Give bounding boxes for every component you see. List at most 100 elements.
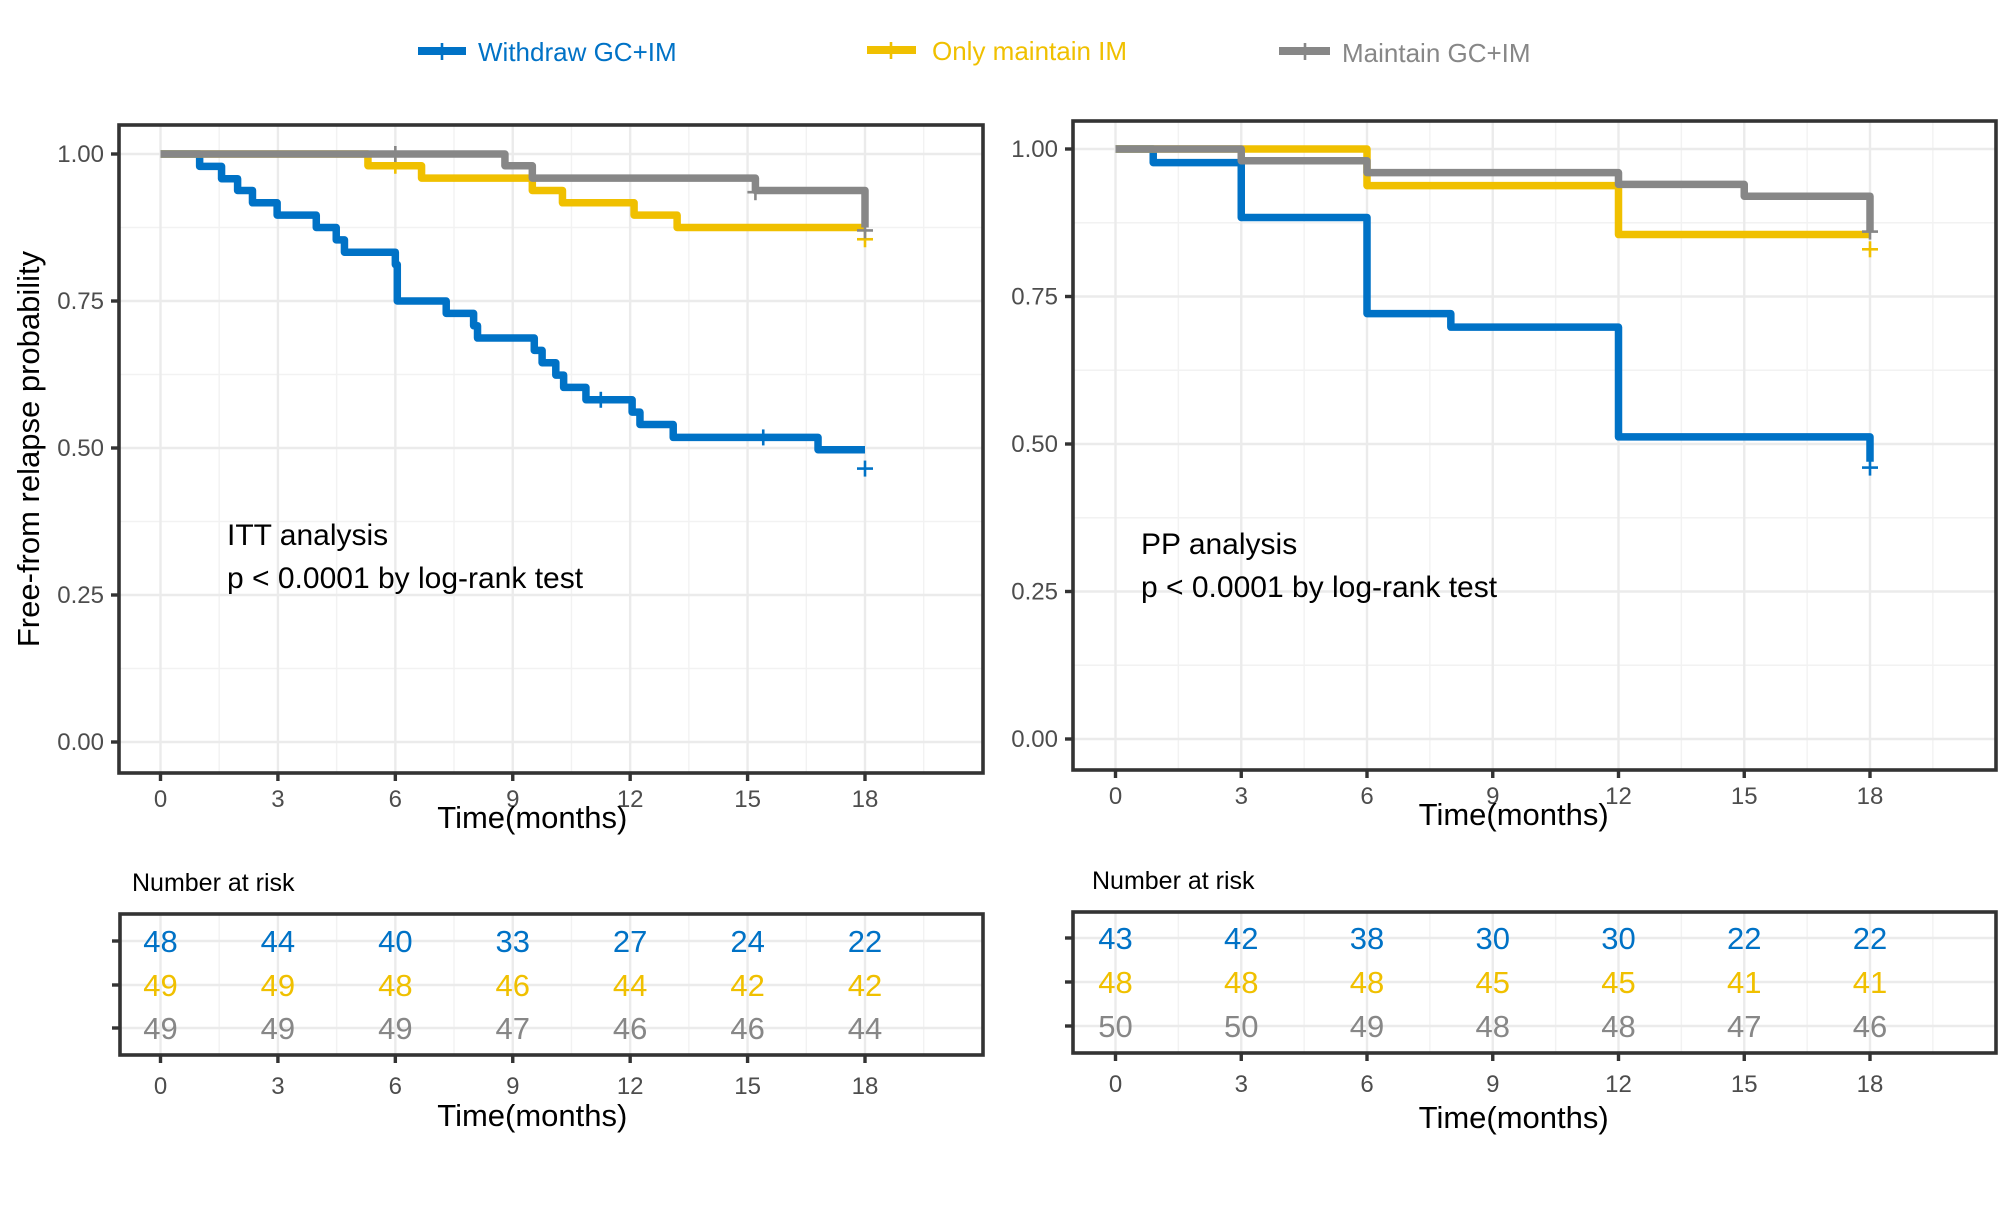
pp-panel: 0.00 0.25 0.50 0.75 1.00 0 3 6 9 12 15 18 Time(month…: [1011, 119, 1998, 832]
censor-mark-withdraw-gc-im: [592, 391, 609, 408]
x-tick-label: 18: [852, 1073, 879, 1100]
risk-count-maintain-gc-im: 50: [1098, 1009, 1132, 1044]
risk-count-withdraw-gc-im: 38: [1350, 921, 1384, 956]
analysis-label: ITT analysis: [227, 519, 388, 552]
x-tick-label: 9: [506, 786, 519, 813]
x-tick-label: 0: [1109, 783, 1122, 810]
y-tick-label: 0.00: [57, 729, 104, 756]
x-tick-label: 6: [389, 1073, 402, 1100]
risk-count-maintain-gc-im: 49: [261, 1011, 295, 1046]
risk-table-title: Number at risk: [1092, 867, 1255, 895]
x-tick-label: 6: [1360, 783, 1373, 810]
x-axis-title: Time(months): [437, 800, 627, 835]
y-tick-label: 0.25: [57, 582, 104, 609]
y-tick-label: 0.25: [1011, 579, 1058, 606]
risk-count-only-maintain-im: 45: [1601, 965, 1635, 1000]
x-tick-label: 15: [1731, 1071, 1758, 1098]
p-value-label: p < 0.0001 by log-rank test: [1141, 571, 1498, 604]
km-curve-only-maintain-im: [1115, 145, 1870, 239]
risk-count-only-maintain-im: 42: [848, 968, 882, 1003]
x-tick-label: 15: [734, 1073, 761, 1100]
risk-table-border: [118, 912, 985, 1057]
risk-count-withdraw-gc-im: 22: [1727, 921, 1761, 956]
x-tick-label: 9: [506, 1073, 519, 1100]
km-curve-withdraw-gc-im: [1115, 145, 1874, 462]
risk-table-x-axis-title: Time(months): [1419, 1100, 1609, 1135]
itt-panel: 0.00 0.25 0.50 0.75 1.00 0 3 6 9 12 15 18 Time(month…: [57, 123, 985, 835]
risk-count-maintain-gc-im: 50: [1224, 1009, 1258, 1044]
risk-count-only-maintain-im: 48: [378, 968, 412, 1003]
risk-count-maintain-gc-im: 47: [496, 1011, 530, 1046]
x-tick-label: 3: [271, 786, 284, 813]
risk-count-withdraw-gc-im: 22: [848, 924, 882, 959]
risk-count-maintain-gc-im: 49: [143, 1011, 177, 1046]
x-tick-label: 3: [1235, 1071, 1248, 1098]
risk-count-withdraw-gc-im: 24: [730, 924, 764, 959]
censor-mark-withdraw-gc-im: [755, 429, 772, 446]
risk-table-title: Number at risk: [132, 869, 295, 897]
risk-count-maintain-gc-im: 48: [1601, 1009, 1635, 1044]
x-tick-label: 12: [1605, 783, 1632, 810]
y-tick-label: 0.50: [57, 435, 104, 462]
risk-count-maintain-gc-im: 49: [1350, 1009, 1384, 1044]
x-tick-label: 18: [1857, 1071, 1884, 1098]
y-tick-label: 0.75: [57, 288, 104, 315]
risk-count-withdraw-gc-im: 33: [496, 924, 530, 959]
risk-count-withdraw-gc-im: 30: [1601, 921, 1635, 956]
x-tick-label: 0: [154, 786, 167, 813]
risk-count-maintain-gc-im: 47: [1727, 1009, 1761, 1044]
x-tick-label: 6: [1360, 1071, 1373, 1098]
risk-count-maintain-gc-im: 46: [730, 1011, 764, 1046]
legend-label-only-maintain-im: Only maintain IM: [932, 36, 1127, 66]
risk-count-only-maintain-im: 41: [1727, 965, 1761, 1000]
risk-count-maintain-gc-im: 48: [1476, 1009, 1510, 1044]
x-tick-label: 0: [1109, 1071, 1122, 1098]
risk-count-withdraw-gc-im: 44: [261, 924, 295, 959]
legend: Withdraw GC+IM Only maintain IM Maintain…: [418, 36, 1531, 68]
km-curve-only-maintain-im: [160, 150, 865, 232]
risk-count-maintain-gc-im: 46: [1853, 1009, 1887, 1044]
censor-mark-withdraw-gc-im: [857, 460, 873, 477]
itt-risk-table: Number at risk 48 44 40 33 27 24 22 49 49 48 46 44 42…: [112, 869, 985, 1133]
risk-count-only-maintain-im: 46: [496, 968, 530, 1003]
km-curve-maintain-gc-im: [160, 150, 869, 228]
risk-count-maintain-gc-im: 46: [613, 1011, 647, 1046]
censor-mark-only-maintain-im: [1862, 241, 1878, 258]
risk-count-only-maintain-im: 48: [1350, 965, 1384, 1000]
risk-count-withdraw-gc-im: 30: [1476, 921, 1510, 956]
x-tick-label: 15: [734, 786, 761, 813]
risk-count-withdraw-gc-im: 48: [143, 924, 177, 959]
legend-item-only-maintain-im: Only maintain IM: [867, 36, 1127, 66]
x-tick-label: 9: [1486, 783, 1499, 810]
analysis-label: PP analysis: [1141, 528, 1297, 561]
risk-table-border: [1071, 910, 1998, 1055]
risk-count-only-maintain-im: 49: [261, 968, 295, 1003]
x-tick-label: 9: [1486, 1071, 1499, 1098]
risk-count-withdraw-gc-im: 27: [613, 924, 647, 959]
risk-count-withdraw-gc-im: 43: [1098, 921, 1132, 956]
panel-border: [1071, 119, 1998, 772]
km-curve-withdraw-gc-im: [160, 150, 865, 454]
risk-count-only-maintain-im: 41: [1853, 965, 1887, 1000]
legend-item-withdraw: Withdraw GC+IM: [418, 37, 677, 67]
x-tick-label: 18: [852, 786, 879, 813]
y-axis-title: Free-from relapse probability: [11, 250, 46, 647]
y-tick-label: 1.00: [1011, 136, 1058, 163]
legend-label-withdraw: Withdraw GC+IM: [478, 37, 677, 67]
risk-table-x-axis-title: Time(months): [437, 1098, 627, 1133]
risk-count-only-maintain-im: 44: [613, 968, 647, 1003]
x-tick-label: 6: [389, 786, 402, 813]
risk-count-only-maintain-im: 42: [730, 968, 764, 1003]
risk-count-maintain-gc-im: 44: [848, 1011, 882, 1046]
km-curve-maintain-gc-im: [1115, 145, 1874, 232]
x-tick-label: 15: [1731, 783, 1758, 810]
y-tick-label: 0.75: [1011, 284, 1058, 311]
x-tick-label: 3: [1235, 783, 1248, 810]
x-axis-title: Time(months): [1419, 797, 1609, 832]
risk-count-only-maintain-im: 48: [1224, 965, 1258, 1000]
risk-count-withdraw-gc-im: 40: [378, 924, 412, 959]
risk-count-withdraw-gc-im: 22: [1853, 921, 1887, 956]
legend-item-maintain-gc-im: Maintain GC+IM: [1279, 38, 1531, 68]
